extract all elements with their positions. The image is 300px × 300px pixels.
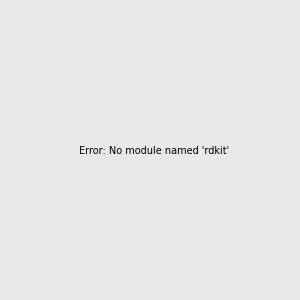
Text: Error: No module named 'rdkit': Error: No module named 'rdkit' (79, 146, 229, 157)
